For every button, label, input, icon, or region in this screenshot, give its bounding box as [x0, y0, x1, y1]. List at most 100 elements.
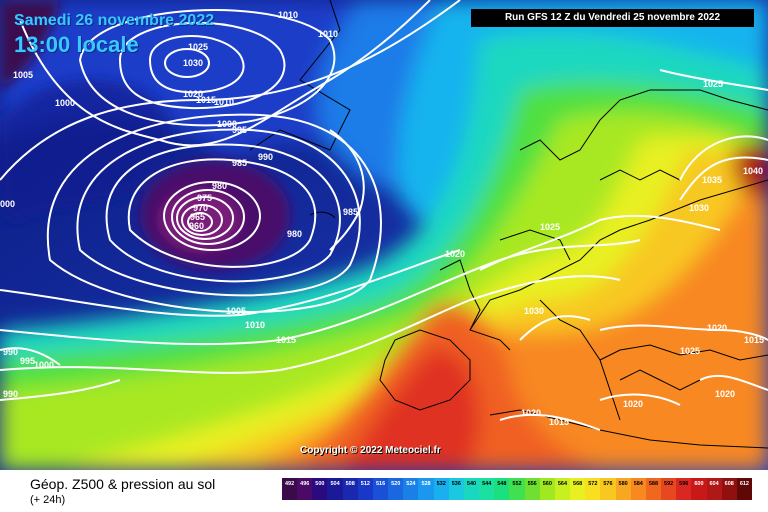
scale-cell — [661, 478, 677, 500]
weather-map: 1010 1010 1025 1030 1005 1020 1015 1010 1000 1000… — [0, 0, 768, 470]
scale-value: 584 — [633, 481, 643, 487]
scale-cell — [676, 478, 692, 500]
scale-cell — [554, 478, 571, 500]
scale-cell — [388, 478, 404, 500]
isobar-label: 1040 — [743, 166, 763, 176]
isobar-label: 1030 — [689, 203, 709, 213]
scale-value: 552 — [512, 481, 522, 487]
scale-cell — [297, 478, 313, 500]
scale-cell — [630, 478, 647, 500]
scale-cell — [539, 478, 556, 500]
map-subtitle: (+ 24h) — [30, 494, 66, 506]
copyright-text: Copyright © 2022 Meteociel.fr — [300, 445, 441, 456]
scale-value: 524 — [406, 481, 416, 487]
scale-value: 548 — [497, 481, 507, 487]
isobar-label: 980 — [287, 229, 302, 239]
isobar-label: 965 — [190, 212, 205, 222]
isobar-label: 1035 — [702, 175, 722, 185]
scale-value: 508 — [345, 481, 355, 487]
scale-cell — [509, 478, 526, 500]
scale-cell — [357, 478, 374, 500]
isobar-label: 985 — [343, 207, 358, 217]
isobar-label: 000 — [0, 199, 15, 209]
scale-value: 580 — [618, 481, 628, 487]
isobar-label: 1010 — [214, 97, 234, 107]
isobar-label: 1020 — [623, 399, 643, 409]
valid-date: Samedi 26 novembre 2022 — [14, 12, 215, 29]
scale-cell — [463, 478, 480, 500]
scale-value: 544 — [482, 481, 492, 487]
isobar-label: 1025 — [680, 346, 700, 356]
scale-cell — [600, 478, 617, 500]
scale-cell — [282, 478, 298, 500]
isobar-label: 990 — [258, 152, 273, 162]
map-canvas: 1010 1010 1025 1030 1005 1020 1015 1010 1000 1000… — [0, 0, 768, 470]
isobar-label: 1005 — [13, 70, 33, 80]
scale-cell — [691, 478, 707, 500]
isobar-labels: 1010 1010 1025 1030 1005 1020 1015 1010 1000 1000… — [0, 10, 764, 427]
map-title: Géop. Z500 & pression au sol — [30, 476, 216, 492]
scale-cell — [645, 478, 662, 500]
scale-cell — [479, 478, 495, 500]
isobar-label: 975 — [197, 193, 212, 203]
isobar-label: 960 — [189, 221, 204, 231]
isobar-label: 1020 — [183, 89, 203, 99]
scale-value: 568 — [573, 481, 583, 487]
geopotential-field — [0, 0, 768, 470]
isobar-label: 1000 — [34, 360, 54, 370]
isobar-label: 985 — [232, 158, 247, 168]
scale-cell — [418, 478, 435, 500]
scale-cell — [494, 478, 510, 500]
scale-cell — [433, 478, 450, 500]
run-info-box: Run GFS 12 Z du Vendredi 25 novembre 202… — [471, 9, 754, 27]
scale-value: 492 — [284, 481, 295, 487]
scale-cell — [327, 478, 344, 500]
valid-time: 13:00 locale — [14, 32, 139, 57]
scale-value: 612 — [739, 481, 749, 487]
scale-value: 532 — [436, 481, 446, 487]
isobar-label: 1020 — [521, 408, 541, 418]
scale-value: 556 — [527, 481, 537, 487]
isobar-label: 995 — [20, 356, 35, 366]
scale-value: 600 — [694, 481, 704, 487]
isobar-label: 1000 — [217, 119, 237, 129]
scale-cell — [615, 478, 632, 500]
scale-cell — [570, 478, 586, 500]
scale-cell — [721, 478, 738, 500]
isobar-label: 1025 — [540, 222, 560, 232]
scale-cell — [372, 478, 389, 500]
isobar-label: 1025 — [703, 79, 723, 89]
scale-value: 604 — [709, 481, 719, 487]
isobar-label: 1010 — [278, 10, 298, 20]
scale-cell — [736, 478, 753, 500]
scale-cell — [448, 478, 465, 500]
scale-value: 564 — [557, 481, 568, 487]
footer: Géop. Z500 & pression au sol (+ 24h) 492… — [0, 470, 768, 512]
isobar-label: 1020 — [715, 389, 735, 399]
isobar-label: 1010 — [318, 29, 338, 39]
isobar-label: 1020 — [445, 249, 465, 259]
isobar-label: 1005 — [226, 306, 246, 316]
scale-value: 576 — [603, 481, 613, 487]
scale-value: 540 — [466, 481, 477, 487]
scale-value: 592 — [664, 481, 674, 487]
isobar-label: 980 — [212, 181, 227, 191]
isobar-label: 990 — [3, 389, 18, 399]
scale-cell — [585, 478, 601, 500]
scale-cell — [342, 478, 359, 500]
scale-value: 588 — [648, 481, 659, 487]
scale-cell — [524, 478, 541, 500]
isobar-label: 995 — [232, 125, 247, 135]
isobar-label: 990 — [3, 347, 18, 357]
scale-value: 504 — [330, 481, 340, 487]
scale-value: 528 — [421, 481, 431, 487]
isobar-label: 970 — [193, 203, 208, 213]
scale-value: 608 — [724, 481, 734, 487]
scale-value: 500 — [315, 481, 325, 487]
scale-value: 520 — [391, 481, 401, 487]
isobar-label: 1030 — [183, 58, 203, 68]
scale-value: 596 — [679, 481, 689, 487]
isobar-label: 1015 — [549, 417, 569, 427]
isobar-label: 1020 — [707, 323, 727, 333]
scale-value: 496 — [300, 481, 310, 487]
